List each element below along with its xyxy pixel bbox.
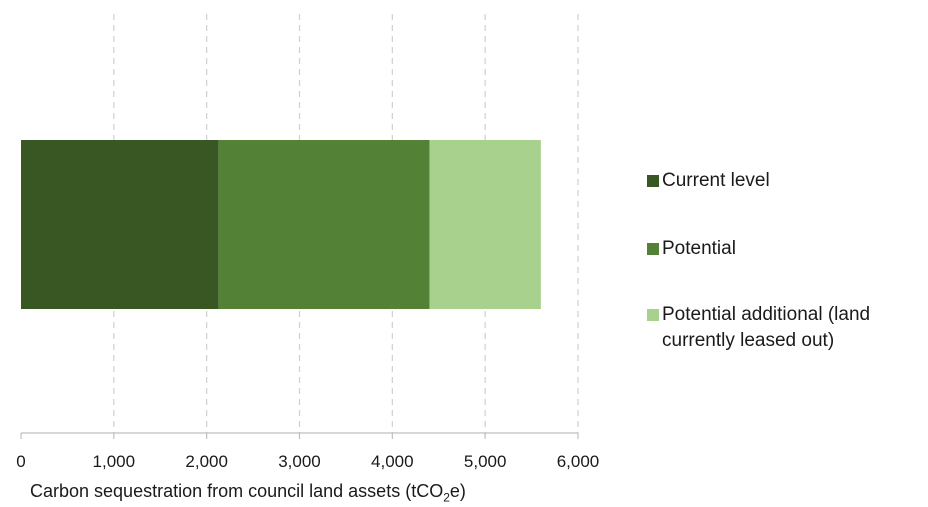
x-axis-title-end: e)	[449, 481, 466, 501]
x-tick-label: 2,000	[185, 452, 228, 471]
bars	[21, 140, 541, 309]
legend-label-current-level: Current level	[662, 170, 770, 191]
bar-segment-potential-additional-land-currently-leased-out	[429, 140, 541, 309]
legend-swatch-potential-additional	[647, 309, 659, 321]
x-tick-label: 0	[16, 452, 25, 471]
bar-segment-current-level	[21, 140, 219, 309]
x-tick-label: 3,000	[278, 452, 321, 471]
x-axis-title-subscript: 2	[443, 490, 450, 505]
x-axis-title-main: Carbon sequestration from council land a…	[30, 481, 444, 501]
x-axis	[20, 432, 579, 439]
legend-label-potential-additional: Potential additional (land currently lea…	[662, 304, 871, 351]
legend-item-current-level: Current level	[647, 168, 926, 194]
legend-swatch-current-level	[647, 175, 659, 187]
legend-label-potential: Potential	[662, 238, 736, 259]
x-tick-label: 4,000	[371, 452, 414, 471]
x-tick-label: 1,000	[93, 452, 136, 471]
x-tick-label: 5,000	[464, 452, 507, 471]
legend-item-potential: Potential	[647, 236, 926, 262]
legend-swatch-potential	[647, 243, 659, 255]
legend-item-potential-additional: Potential additional (land currently lea…	[647, 302, 926, 354]
bar-segment-potential	[218, 140, 430, 309]
x-axis-title: Carbon sequestration from council land a…	[30, 481, 466, 505]
x-tick-labels: 0 1,000 2,000 3,000 4,000 5,000 6,000	[16, 452, 599, 471]
x-tick-label: 6,000	[557, 452, 600, 471]
